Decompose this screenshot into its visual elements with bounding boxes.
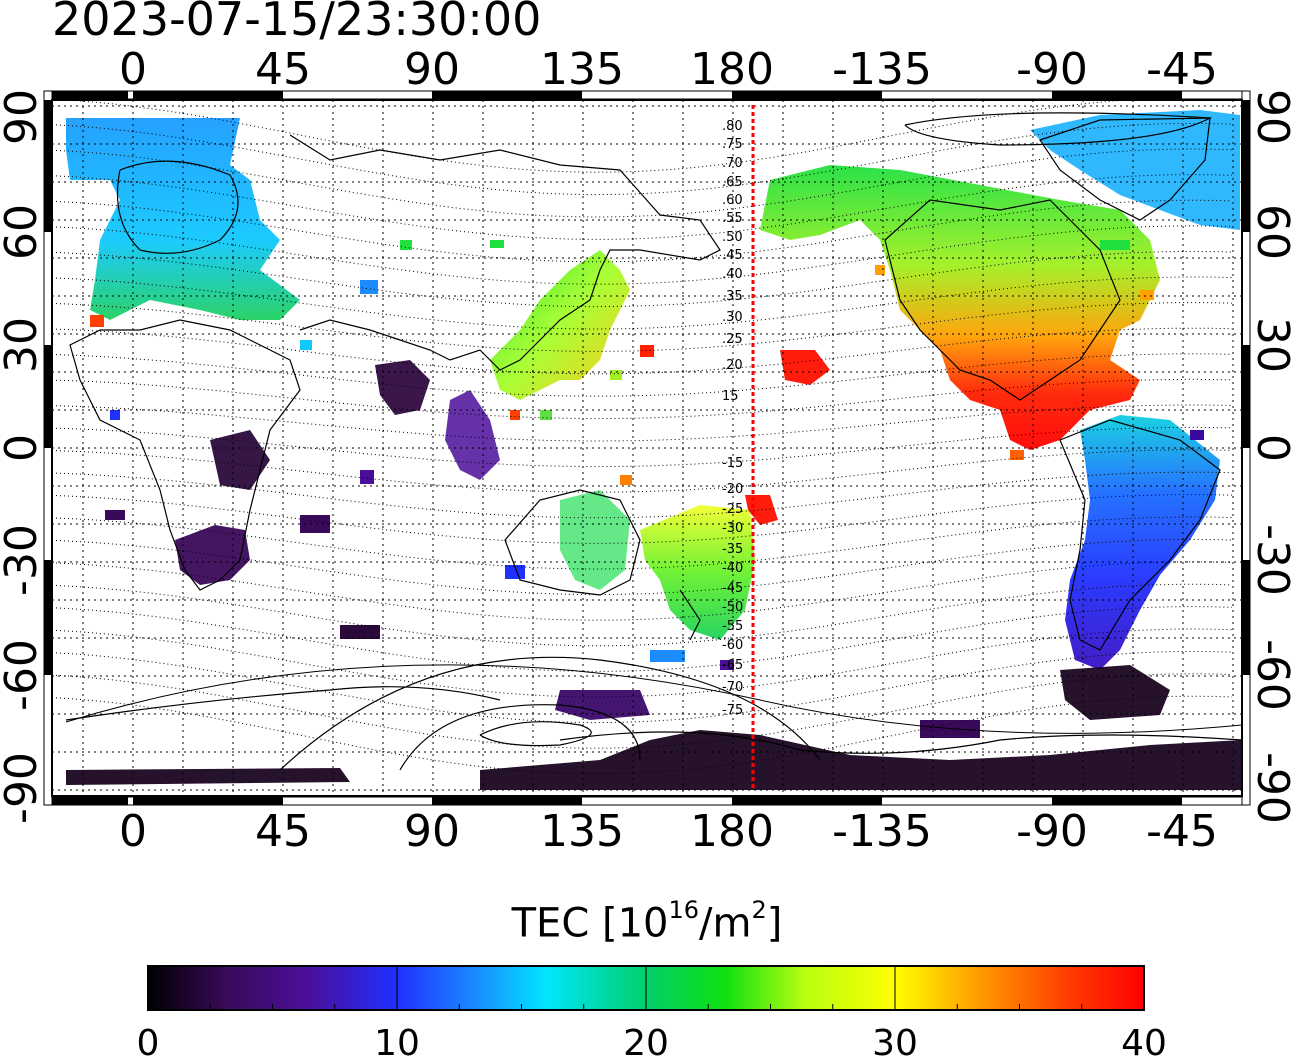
tec-region-north-america xyxy=(760,165,1160,450)
magnetic-lat-label: .20 xyxy=(722,358,743,373)
bottom-lon-label: 135 xyxy=(540,806,624,857)
left-lat-label: 0 xyxy=(0,434,47,462)
tec-region-south-asia xyxy=(375,360,430,415)
frame-tick-bars xyxy=(43,90,1251,806)
axis-labels: 0 45 90 135 180 -135 -90 -450 45 90 135 180 -135 -90-… xyxy=(0,44,1294,857)
colorbar-title: TEC [1016/m2] xyxy=(511,896,783,947)
right-lat-label: -90 xyxy=(1247,752,1294,824)
left-lat-label: 30 xyxy=(0,317,47,373)
colorbar-tick-label: 10 xyxy=(374,1023,420,1057)
magnetic-latitude-labels: .80 .75 .70 .65 .60 .55 .50 .45 .40 .35 .30 .25 .20 1… xyxy=(722,119,743,718)
top-lon-label: -45 xyxy=(1146,44,1218,95)
tec-region-oceania xyxy=(640,505,755,640)
magnetic-lat-label: .60 xyxy=(722,193,743,208)
magnetic-lat-label: .70 xyxy=(722,156,743,171)
magnetic-lat-label: .50 xyxy=(722,230,743,245)
magnetic-lat-label: -40 xyxy=(722,561,743,576)
magnetic-lat-label: 15 xyxy=(722,389,739,404)
magnetic-lat-label: -75 xyxy=(722,703,743,718)
left-lat-label: 60 xyxy=(0,204,47,260)
top-lon-label: 0 xyxy=(119,44,147,95)
magnetic-lat-label: -65 xyxy=(722,658,743,673)
colorbar-tick-label: 30 xyxy=(872,1023,918,1057)
tec-region-antarctic-patch xyxy=(555,690,650,720)
magnetic-lat-label: -30 xyxy=(722,521,743,536)
bottom-lon-label: -135 xyxy=(832,806,932,857)
timestamp: 2023-07-15/23:30:00 xyxy=(52,0,542,46)
tec-region-africa xyxy=(210,430,270,490)
bottom-lon-label: -45 xyxy=(1146,806,1218,857)
magnetic-lat-label: .55 xyxy=(722,211,743,226)
tec-region-greenland xyxy=(1030,110,1240,230)
right-lat-label: 30 xyxy=(1247,317,1294,373)
magnetic-lat-label: .65 xyxy=(722,175,743,190)
tec-region-australia xyxy=(560,490,630,590)
left-lat-label: 90 xyxy=(0,89,47,145)
top-lon-label: 135 xyxy=(540,44,624,95)
magnetic-lat-label: .45 xyxy=(722,248,743,263)
colorbar-tick-label: 0 xyxy=(137,1023,160,1057)
tec-region-south-america xyxy=(1065,415,1220,670)
right-lat-label: 0 xyxy=(1247,434,1294,462)
colorbar-tick-label: 40 xyxy=(1121,1023,1167,1057)
magnetic-lat-label: .40 xyxy=(722,267,743,282)
colorbar: 0 10 20 30 40 xyxy=(137,965,1167,1057)
magnetic-lat-label: .30 xyxy=(722,310,743,325)
magnetic-lat-label: -50 xyxy=(722,600,743,615)
magnetic-lat-label: -25 xyxy=(722,502,743,517)
bottom-lon-label: 0 xyxy=(119,806,147,857)
bottom-lon-label: 45 xyxy=(255,806,311,857)
tec-region-east-asia xyxy=(490,250,630,400)
bottom-lon-label: -90 xyxy=(1016,806,1088,857)
magnetic-lat-label: -20 xyxy=(722,482,743,497)
right-lat-label: 90 xyxy=(1247,89,1294,145)
left-lat-label: -90 xyxy=(0,752,47,824)
magnetic-lat-label: .80 xyxy=(722,119,743,134)
lat-lon-grid xyxy=(52,100,1242,796)
right-lat-label: 60 xyxy=(1247,204,1294,260)
magnetic-lat-label: .75 xyxy=(722,137,743,152)
tec-data-layer xyxy=(66,110,1242,790)
magnetic-lat-label: -70 xyxy=(722,680,743,695)
magnetic-lat-label: -35 xyxy=(722,542,743,557)
left-lat-label: -30 xyxy=(0,524,47,596)
magnetic-lat-label: -45 xyxy=(722,581,743,596)
tec-region-south-africa xyxy=(175,525,250,585)
colorbar-ticks: 0 10 20 30 40 xyxy=(137,966,1167,1057)
top-lon-label: -90 xyxy=(1016,44,1088,95)
magnetic-lat-label: .25 xyxy=(722,332,743,347)
top-lon-label: 45 xyxy=(255,44,311,95)
bottom-lon-label: 180 xyxy=(690,806,774,857)
tec-region-samoa xyxy=(745,495,778,525)
right-lat-label: -30 xyxy=(1247,524,1294,596)
magnetic-latitude-lines xyxy=(52,100,1242,775)
tec-region-antarctic-west xyxy=(66,768,350,785)
bottom-lon-label: 90 xyxy=(404,806,460,857)
magnetic-lat-label: -55 xyxy=(722,619,743,634)
colorbar-tick-label: 20 xyxy=(623,1023,669,1057)
right-lat-label: -60 xyxy=(1247,639,1294,711)
tec-region-hawaii xyxy=(780,350,830,385)
magnetic-lat-label: -60 xyxy=(722,638,743,653)
tec-region-south-atlantic xyxy=(1060,665,1170,720)
top-lon-label: 90 xyxy=(404,44,460,95)
left-lat-label: -60 xyxy=(0,639,47,711)
tec-region-indonesia xyxy=(445,390,500,480)
magnetic-lat-label: .35 xyxy=(722,289,743,304)
magnetic-lat-label: -15 xyxy=(722,456,743,471)
top-lon-label: 180 xyxy=(690,44,774,95)
top-lon-label: -135 xyxy=(832,44,932,95)
